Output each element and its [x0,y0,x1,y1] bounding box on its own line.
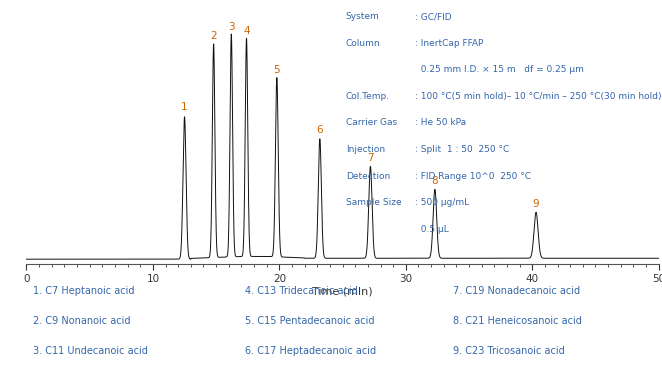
Text: 1: 1 [181,102,188,112]
Text: 9: 9 [533,199,540,209]
Text: : 100 °C(5 min hold)– 10 °C/min – 250 °C(30 min hold): : 100 °C(5 min hold)– 10 °C/min – 250 °C… [415,92,662,101]
Text: Injection: Injection [346,145,385,154]
Text: 5: 5 [273,65,280,75]
Text: 8. C21 Heneicosanoic acid: 8. C21 Heneicosanoic acid [453,316,582,326]
Text: System: System [346,12,379,21]
Text: 6: 6 [316,125,323,135]
Text: 7. C19 Nonadecanoic acid: 7. C19 Nonadecanoic acid [453,286,581,296]
Text: 3: 3 [228,22,234,32]
Text: 3. C11 Undecanoic acid: 3. C11 Undecanoic acid [33,346,148,356]
Text: 5. C15 Pentadecanoic acid: 5. C15 Pentadecanoic acid [244,316,374,326]
Text: Carrier Gas: Carrier Gas [346,118,397,128]
Text: Detection: Detection [346,172,390,181]
Text: 1. C7 Heptanoic acid: 1. C7 Heptanoic acid [33,286,134,296]
Text: 4: 4 [243,26,250,36]
Text: : GC/FID: : GC/FID [415,12,452,21]
Text: 2. C9 Nonanoic acid: 2. C9 Nonanoic acid [33,316,130,326]
Text: : InertCap FFAP: : InertCap FFAP [415,39,484,48]
Text: 0.25 mm I.D. × 15 m   df = 0.25 μm: 0.25 mm I.D. × 15 m df = 0.25 μm [415,65,584,74]
Text: Column: Column [346,39,381,48]
Text: Col.Temp.: Col.Temp. [346,92,390,101]
Text: 4. C13 Tridecanoic acid: 4. C13 Tridecanoic acid [244,286,357,296]
Text: 0.5 μL: 0.5 μL [415,225,449,233]
Text: Sample Size: Sample Size [346,198,401,207]
Text: : Split  1 : 50  250 °C: : Split 1 : 50 250 °C [415,145,510,154]
Text: : He 50 kPa: : He 50 kPa [415,118,467,128]
Text: 7: 7 [367,153,374,163]
Text: 8: 8 [432,176,438,186]
Text: 6. C17 Heptadecanoic acid: 6. C17 Heptadecanoic acid [244,346,376,356]
Text: : FID Range 10^0  250 °C: : FID Range 10^0 250 °C [415,172,532,181]
Text: 2: 2 [211,31,217,41]
Text: 9. C23 Tricosanoic acid: 9. C23 Tricosanoic acid [453,346,565,356]
X-axis label: Time (mln): Time (mln) [312,287,373,297]
Text: : 500 μg/mL: : 500 μg/mL [415,198,469,207]
